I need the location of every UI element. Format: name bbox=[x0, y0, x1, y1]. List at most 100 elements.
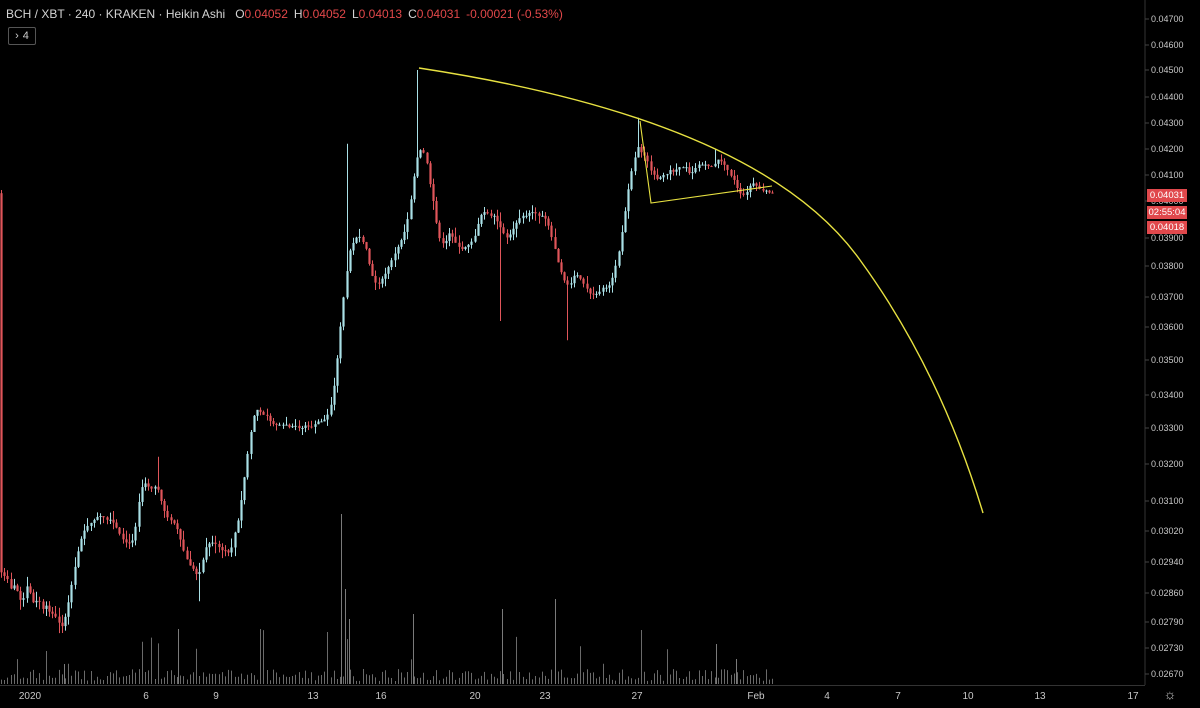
candle-body bbox=[733, 175, 736, 180]
candle-body bbox=[486, 212, 489, 214]
time-tick-label: 9 bbox=[213, 691, 219, 702]
candle-body bbox=[67, 602, 70, 617]
price-tick-label: 0.02940 bbox=[1151, 557, 1184, 567]
candle-body bbox=[147, 483, 150, 487]
candle-body bbox=[493, 215, 496, 217]
candle-body bbox=[544, 215, 547, 219]
candle-body bbox=[538, 213, 541, 216]
candle-body bbox=[125, 539, 128, 543]
candle-body bbox=[22, 598, 25, 600]
high-label: H bbox=[293, 7, 303, 21]
price-tick-label: 0.04200 bbox=[1151, 144, 1184, 154]
candle-body bbox=[240, 500, 243, 521]
settings-gear-icon[interactable]: ☼ bbox=[1163, 686, 1177, 702]
candle-body bbox=[672, 170, 675, 172]
candle-body bbox=[243, 477, 246, 501]
candle-body bbox=[582, 278, 585, 284]
candle-body bbox=[19, 591, 22, 600]
time-tick-label: 2020 bbox=[19, 691, 42, 702]
candle-body bbox=[141, 487, 144, 502]
candle-body bbox=[576, 275, 579, 277]
price-tick-label: 0.04600 bbox=[1151, 40, 1184, 50]
indicators-toggle-button[interactable]: › 4 bbox=[8, 27, 36, 45]
candle-body bbox=[541, 215, 544, 217]
candle-body bbox=[93, 519, 96, 523]
price-tick-label: 0.04700 bbox=[1151, 14, 1184, 24]
candle-body bbox=[237, 520, 240, 533]
candle-body bbox=[723, 161, 726, 165]
time-axis[interactable]: 2020 6 9 13 16 20 23 27 Feb 4 7 10 13 17 bbox=[19, 691, 1139, 702]
candle-body bbox=[333, 385, 336, 405]
candle-body bbox=[502, 227, 505, 234]
candle-body bbox=[467, 244, 470, 248]
candle-body bbox=[608, 285, 611, 288]
candle-body bbox=[563, 272, 566, 281]
candle-body bbox=[253, 415, 256, 432]
candle-body bbox=[218, 543, 221, 548]
candle-body bbox=[13, 585, 16, 589]
candle-body bbox=[298, 425, 301, 428]
candle-body bbox=[678, 167, 681, 170]
candle-body bbox=[726, 164, 729, 170]
candle-body bbox=[704, 164, 707, 166]
time-tick-label: 6 bbox=[143, 691, 149, 702]
candle-body bbox=[624, 211, 627, 233]
price-tick-label: 0.03020 bbox=[1151, 526, 1184, 536]
candle-body bbox=[317, 421, 320, 425]
secondary-price-tag: 0.04018 bbox=[1147, 221, 1187, 234]
candle-body bbox=[32, 592, 35, 603]
candle-body bbox=[288, 424, 291, 428]
candle-body bbox=[534, 212, 537, 214]
symbol-title[interactable]: BCH / XBT · 240 · KRAKEN · Heikin Ashi bbox=[6, 7, 226, 21]
candle-body bbox=[579, 275, 582, 279]
time-tick-label: 17 bbox=[1127, 691, 1139, 702]
price-tick-label: 0.04100 bbox=[1151, 170, 1184, 180]
indicator-count: 4 bbox=[22, 30, 29, 42]
candle-body bbox=[621, 232, 624, 252]
candle-body bbox=[598, 291, 601, 294]
candle-body bbox=[54, 613, 57, 617]
candle-body bbox=[730, 169, 733, 176]
candle-body bbox=[435, 201, 438, 223]
time-tick-label: 4 bbox=[824, 691, 830, 702]
candle-body bbox=[106, 517, 109, 520]
candle-body bbox=[557, 248, 560, 263]
candle-body bbox=[685, 167, 688, 169]
bar-countdown-tag: 02:55:04 bbox=[1147, 206, 1187, 219]
candle-body bbox=[352, 242, 355, 251]
candle-body bbox=[480, 214, 483, 224]
candle-body bbox=[384, 273, 387, 279]
candle-body bbox=[560, 262, 563, 273]
candle-body bbox=[470, 241, 473, 245]
candle-body bbox=[381, 278, 384, 284]
candle-body bbox=[410, 199, 413, 220]
candle-body bbox=[262, 411, 265, 415]
candle-body bbox=[422, 150, 425, 153]
price-axis[interactable]: 0.04700 0.04600 0.04500 0.04400 0.04300 0.042… bbox=[1145, 14, 1184, 679]
candle-body bbox=[365, 242, 368, 249]
candle-body bbox=[682, 167, 685, 169]
candle-body bbox=[461, 246, 464, 250]
candle-body bbox=[650, 161, 653, 171]
time-tick-label: 27 bbox=[631, 691, 643, 702]
candle-body bbox=[358, 236, 361, 238]
candle-body bbox=[691, 172, 694, 174]
candle-body bbox=[586, 283, 589, 289]
candle-body bbox=[48, 605, 51, 612]
candle-body bbox=[416, 157, 419, 177]
candle-body bbox=[230, 547, 233, 553]
candle-body bbox=[86, 525, 89, 531]
candle-body bbox=[272, 421, 275, 424]
time-tick-label: 7 bbox=[895, 691, 901, 702]
candle-body bbox=[378, 282, 381, 284]
candle-body bbox=[266, 414, 269, 416]
candle-body bbox=[595, 293, 598, 295]
candle-body bbox=[189, 559, 192, 566]
candle-body bbox=[131, 540, 134, 543]
price-tick-label: 0.03600 bbox=[1151, 322, 1184, 332]
candle-body bbox=[762, 188, 765, 191]
candle-body bbox=[29, 586, 32, 593]
price-tick-label: 0.04300 bbox=[1151, 118, 1184, 128]
candle-body bbox=[320, 421, 323, 423]
